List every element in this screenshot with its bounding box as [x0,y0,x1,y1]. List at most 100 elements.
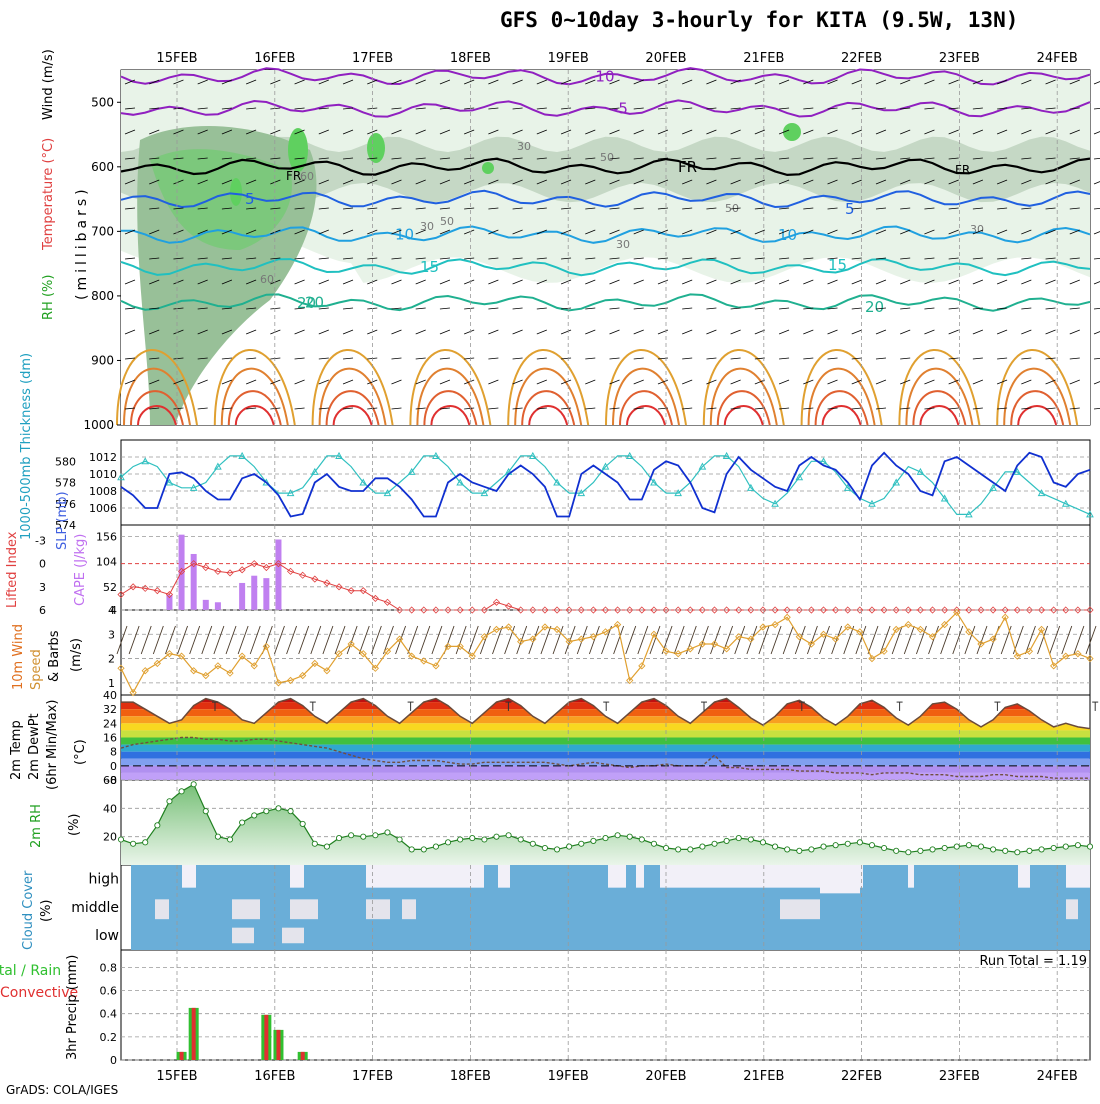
wind-barb [613,625,625,655]
wind-barb [706,129,717,135]
wind-barb [294,207,305,210]
wind-barb [488,229,499,235]
thickness-point [1061,499,1070,507]
temperature-axis-label: Temperature (°C) [41,138,56,251]
wind-barb [177,625,188,655]
wind-barb [294,179,305,185]
cloud-high-block [636,865,644,888]
wind-barb [1021,107,1032,110]
thickness-point [722,451,731,459]
rh-point [142,839,149,846]
wind-barb [294,257,305,260]
wind-barb [996,379,1008,385]
wind-barb [270,329,281,335]
wind-barb [585,329,596,335]
wind-barb [996,79,1008,85]
rh-point [905,849,912,856]
cloud-level-label: high [88,871,119,887]
li-point [1025,606,1034,614]
warm-loop [213,349,296,426]
wind-barb [900,157,911,160]
dewpt-axis-label: 2m DewPt [27,713,42,780]
wind-barb [415,257,426,260]
wind-barb [367,207,378,210]
wind-barb [149,357,160,360]
warm-loop [416,367,485,426]
wind-speed-point [771,620,779,629]
temp-axis-title: 2m Temp 2m DewPt (6hr Min/Max) [9,700,60,790]
wind-speed-point [977,640,985,648]
wind-speed-point [323,667,331,675]
precip-tick-label: 0 [110,1054,117,1067]
rh-point [602,835,609,842]
wind-barb [875,379,887,385]
li-point [480,606,488,614]
wind-speed-point [190,667,198,675]
rh-point [517,836,524,843]
warm-loop [919,405,960,426]
wind-barb [706,79,717,85]
cloud-axis-label: Cloud Cover [21,870,36,950]
wind-barb [585,279,596,285]
wind-barb [843,625,855,655]
wind-barb [633,229,644,235]
wind-barb [173,229,184,235]
wind-barb [900,179,911,185]
temp-color-bands [121,698,1090,780]
wind-barb [1093,157,1100,160]
wind-barb [221,207,232,210]
wind-barb [149,407,160,410]
wind-barb [851,379,862,385]
li-point [880,606,888,614]
li-point [844,606,852,614]
rh-point [820,843,827,850]
wind-barb [928,625,939,655]
wind-barb [245,329,257,335]
wind-barb [609,79,620,85]
warm-loop [626,405,666,426]
rh-contour-label: 30 [970,223,984,236]
wind-barb [173,379,184,385]
wind-speed-point [274,679,283,687]
li-point [783,606,791,614]
wind-speed-point [928,633,937,641]
wind-barb [1093,231,1100,235]
wind-barb [342,107,354,110]
rh-contour-label: 30 [420,220,434,233]
isotherm-label: 10 [778,226,797,244]
wind-barb [754,79,765,85]
wind-barb [924,179,935,185]
wind-barb [561,207,572,210]
wind-barb [827,229,838,235]
wind-barb [948,179,959,185]
wind-barb [342,207,354,210]
upper-y-tick-label: 1000 [83,418,114,432]
wind-barb [827,207,838,210]
temp-axis-label: 2m Temp [9,720,24,780]
wind-barb [633,129,644,135]
wind-barb [310,625,322,655]
wind-barb [488,79,499,85]
wind-barb [996,129,1008,135]
thickness-point [553,478,561,486]
wind-barb [682,107,693,110]
rh-point [323,843,330,850]
wind-barb [512,129,523,135]
wind-barb [1045,207,1056,210]
li-point [735,606,743,614]
wind-barb [1045,229,1056,235]
wind-barb [924,307,935,310]
wind-barb [270,379,281,385]
thickness-point [819,457,828,465]
wind-barb [803,157,814,160]
li-point [287,567,295,575]
rh-plume-inner [150,149,292,250]
li-point [383,598,392,606]
wind-barb [221,407,232,410]
li-point [892,606,900,614]
wind-barb [197,79,208,85]
warm-loop [1010,390,1065,426]
li-point [977,606,985,614]
wind-barb [439,207,450,210]
